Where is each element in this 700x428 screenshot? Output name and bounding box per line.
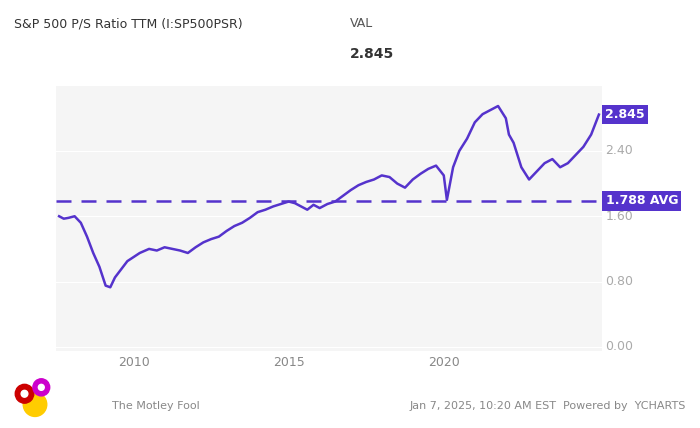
Text: S&P 500 P/S Ratio TTM (I:SP500PSR): S&P 500 P/S Ratio TTM (I:SP500PSR) bbox=[14, 17, 243, 30]
Text: VAL: VAL bbox=[350, 17, 373, 30]
Circle shape bbox=[21, 390, 28, 397]
Circle shape bbox=[38, 384, 44, 390]
Text: Jan 7, 2025, 10:20 AM EST  Powered by  YCHARTS: Jan 7, 2025, 10:20 AM EST Powered by YCH… bbox=[410, 401, 686, 411]
Text: 2.845: 2.845 bbox=[606, 108, 645, 121]
Circle shape bbox=[23, 392, 47, 416]
Text: 1.60: 1.60 bbox=[606, 210, 634, 223]
Text: The Motley Fool: The Motley Fool bbox=[112, 401, 200, 411]
Text: 2.845: 2.845 bbox=[350, 47, 394, 61]
Text: 0.00: 0.00 bbox=[606, 340, 634, 354]
Circle shape bbox=[15, 384, 34, 403]
Text: 1.788 AVG: 1.788 AVG bbox=[606, 194, 678, 208]
Text: 2.40: 2.40 bbox=[606, 144, 634, 158]
Circle shape bbox=[33, 379, 50, 396]
Text: 0.80: 0.80 bbox=[606, 275, 634, 288]
